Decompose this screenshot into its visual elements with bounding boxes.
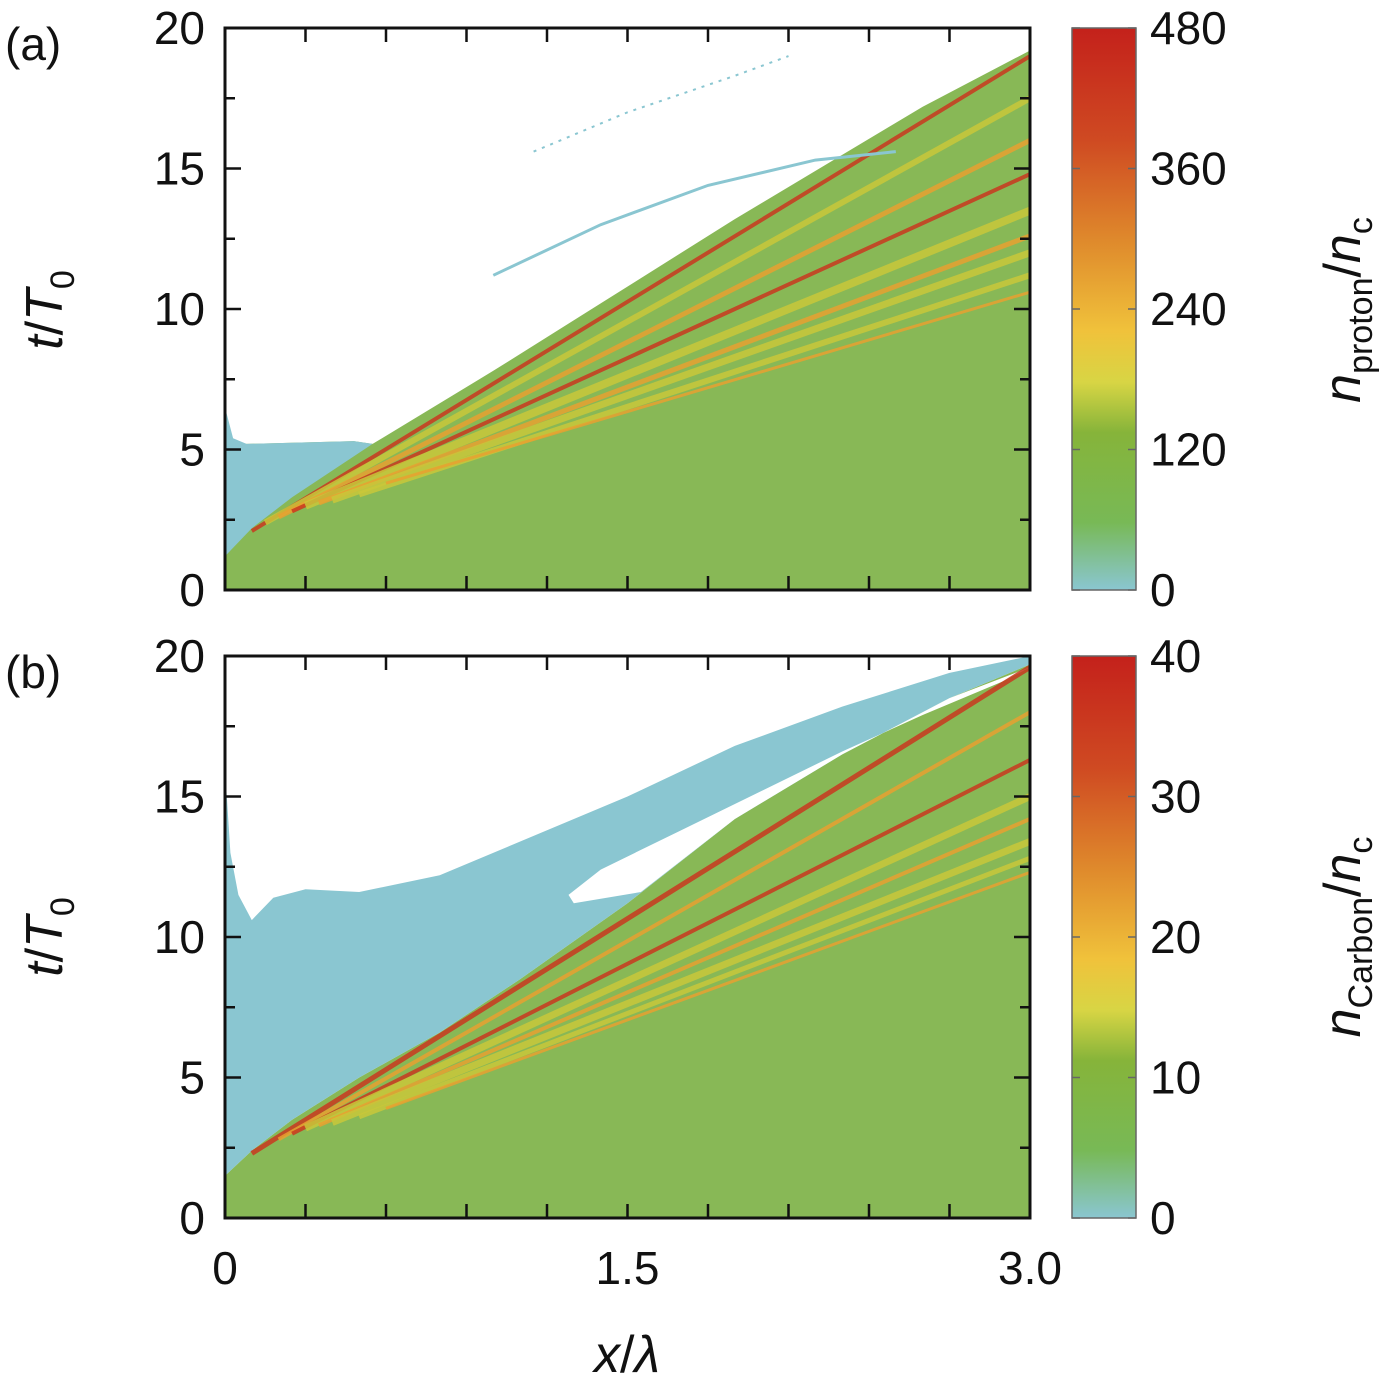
colorbar-tick-label: 360 [1150, 143, 1227, 195]
x-axis-label: x/λ [591, 1326, 660, 1384]
panel-a-stripe [331, 249, 1030, 504]
panel-a: (a) 0 5 10 15 20 t/T0 0 120 240 360 480 nproton/… [5, 2, 1380, 616]
panel-a-ticks [223, 26, 1032, 592]
panel-a-stripe [250, 54, 1030, 533]
panel-b-low-density-region [225, 656, 1030, 1176]
panel-a-colorbar-label: nproton/nc [1314, 217, 1380, 403]
panel-b-vacuum-region [225, 656, 1030, 1176]
panel-a-ion-trail [533, 55, 789, 153]
panel-b-y-tick-labels: 0 5 10 15 20 [154, 630, 205, 1244]
colorbar-tick-label: 0 [1150, 1192, 1176, 1244]
panel-a-stripe [263, 95, 1030, 526]
panel-b-stripes [250, 665, 1030, 1156]
colorbar-tick-label: 40 [1150, 630, 1201, 682]
panel-b-y-axis-label: t/T0 [16, 897, 82, 977]
panel-b-stripe [318, 817, 1030, 1128]
panel-b: (b) 0 5 10 15 20 t/T0 0 10 20 30 40 nCarbon/nc [5, 630, 1380, 1244]
panel-b-colorbar-label: nCarbon/nc [1314, 837, 1380, 1038]
y-tick-label: 20 [154, 630, 205, 682]
panel-a-stripe [277, 138, 1030, 520]
panel-b-density-map [225, 656, 1030, 1218]
panel-a-stripes [250, 54, 1030, 533]
panel-a-vacuum-region [225, 28, 1030, 444]
y-tick-label: 5 [179, 424, 205, 476]
colorbar-tick-label: 30 [1150, 771, 1201, 823]
panel-b-colorbar [1071, 655, 1137, 1219]
panel-b-stripe [291, 758, 1030, 1136]
y-tick-label: 15 [154, 771, 205, 823]
panel-a-low-density-region [225, 407, 373, 557]
panel-a-stripe [385, 290, 1030, 485]
panel-a-y-axis-label: t/T0 [16, 270, 82, 350]
panel-b-stripe [358, 855, 1030, 1120]
panel-a-ion-trail [492, 150, 896, 277]
panel-a-colorbar [1071, 27, 1137, 591]
panel-b-stripe [250, 665, 1030, 1156]
y-tick-label: 20 [154, 2, 205, 54]
colorbar-tick-label: 0 [1150, 564, 1176, 616]
y-tick-label: 10 [154, 283, 205, 335]
panel-a-stripe [291, 172, 1030, 514]
panel-a-stripe [303, 206, 1030, 510]
panel-a-stripe [318, 233, 1030, 506]
panel-a-density-map [225, 28, 1030, 590]
colorbar-tick-label: 240 [1150, 283, 1227, 335]
colorbar-tick-label: 10 [1150, 1052, 1201, 1104]
x-tick-labels: 0 1.5 3.0 [212, 1242, 1062, 1294]
panel-b-stripe [277, 710, 1030, 1142]
panel-a-colorbar-tick-labels: 0 120 240 360 480 [1072, 2, 1227, 616]
colorbar-tick-label: 480 [1150, 2, 1227, 54]
panel-b-stripe [385, 870, 1030, 1110]
y-tick-label: 0 [179, 1192, 205, 1244]
panel-b-ticks [223, 654, 1032, 1220]
y-tick-label: 5 [179, 1052, 205, 1104]
panel-a-ion-trails [492, 55, 896, 277]
y-tick-label: 10 [154, 911, 205, 963]
panel-a-y-tick-labels: 0 5 10 15 20 [154, 2, 205, 616]
y-tick-label: 15 [154, 143, 205, 195]
x-tick-label: 1.5 [596, 1242, 660, 1294]
x-tick-label: 0 [212, 1242, 238, 1294]
panel-b-vacuum-pocket [568, 667, 1030, 904]
x-tick-label: 3.0 [998, 1242, 1062, 1294]
colorbar-tick-label: 120 [1150, 424, 1227, 476]
panel-b-stripe [331, 838, 1030, 1126]
panel-b-colorbar-tick-labels: 0 10 20 30 40 [1072, 630, 1201, 1244]
panel-b-label: (b) [5, 646, 61, 698]
panel-a-label: (a) [5, 18, 61, 70]
y-tick-label: 0 [179, 564, 205, 616]
colorbar-tick-label: 20 [1150, 911, 1201, 963]
panel-b-stripe [304, 793, 1030, 1132]
